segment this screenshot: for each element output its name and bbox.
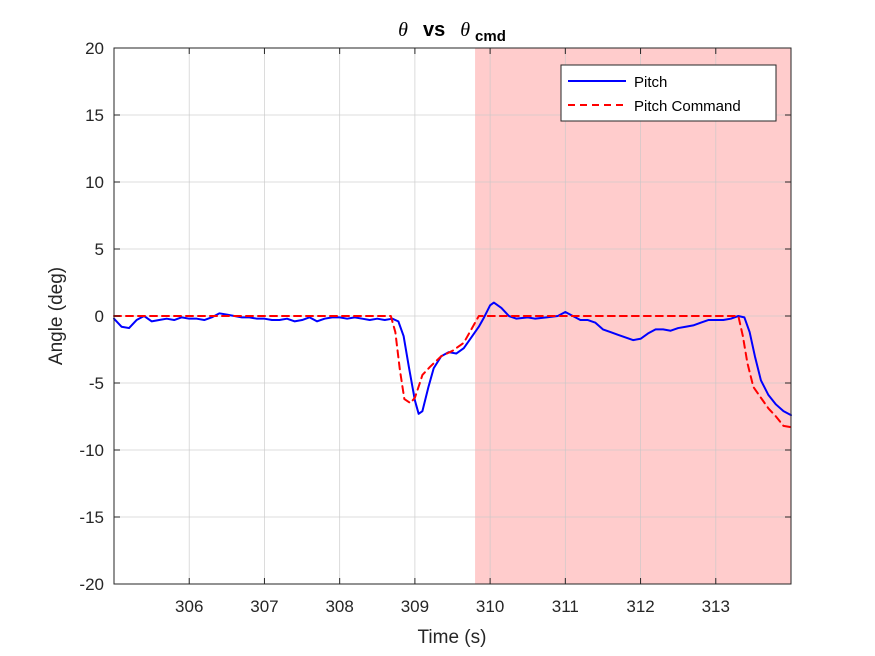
y-tick-label: 10 xyxy=(85,173,104,192)
x-tick-label: 311 xyxy=(552,597,579,616)
title-subscript: cmd xyxy=(475,28,506,45)
tick-marks xyxy=(114,47,791,585)
x-tick-labels: 306 307 308 309 310 311 312 313 xyxy=(175,597,730,616)
legend: Pitch Pitch Command xyxy=(560,64,777,122)
y-tick-label: 0 xyxy=(95,307,104,326)
x-tick-label: 313 xyxy=(702,597,730,616)
x-tick-label: 306 xyxy=(175,597,203,616)
y-tick-label: -15 xyxy=(79,508,104,527)
series-layer xyxy=(113,301,792,429)
x-tick-label: 307 xyxy=(250,597,278,616)
legend-label-pitch: Pitch xyxy=(634,74,667,91)
series-line-pitch-command xyxy=(113,315,792,429)
title-vs: vs xyxy=(423,19,445,41)
x-axis-label: Time (s) xyxy=(418,627,487,648)
x-tick-label: 310 xyxy=(476,597,504,616)
x-tick-label: 312 xyxy=(626,597,654,616)
y-tick-label: -10 xyxy=(79,441,104,460)
y-tick-label: 5 xyxy=(95,240,104,259)
plot-area xyxy=(113,47,792,585)
title-theta-2: θ xyxy=(460,19,470,41)
y-tick-label: -20 xyxy=(79,575,104,594)
title-theta-1: θ xyxy=(398,19,408,41)
y-tick-label: 20 xyxy=(85,39,104,58)
y-tick-labels: -20 -15 -10 -5 0 5 10 15 20 xyxy=(79,39,104,594)
legend-label-pitch-command: Pitch Command xyxy=(634,98,741,115)
y-axis-label: Angle (deg) xyxy=(46,267,67,365)
y-tick-label: -5 xyxy=(89,374,104,393)
x-tick-label: 309 xyxy=(401,597,429,616)
x-tick-label: 308 xyxy=(325,597,353,616)
legend-box xyxy=(560,64,777,122)
series-line-pitch xyxy=(113,301,792,417)
chart-title: θ vs θ cmd xyxy=(398,19,506,45)
y-tick-label: 15 xyxy=(85,106,104,125)
